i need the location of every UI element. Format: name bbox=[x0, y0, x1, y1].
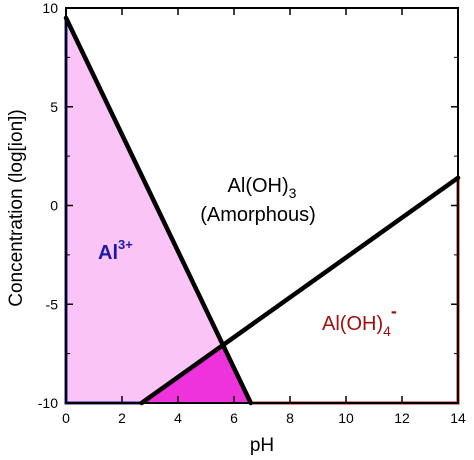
x-tick-label: 14 bbox=[450, 410, 466, 426]
regions bbox=[66, 17, 251, 404]
amorphous-sublabel: (Amorphous) bbox=[200, 204, 316, 226]
ticks: 0 2 4 6 8 10 12 14 10 5 0 -5 -10 bbox=[38, 0, 466, 426]
region-overlap bbox=[141, 345, 251, 403]
x-tick-label: 8 bbox=[286, 410, 294, 426]
x-tick-label: 10 bbox=[338, 410, 354, 426]
x-axis-label: pH bbox=[250, 435, 274, 456]
y-tick-label: 5 bbox=[50, 99, 58, 115]
y-tick-label: 10 bbox=[42, 0, 58, 16]
aloh4-boundary-line bbox=[139, 175, 461, 406]
x-tick-label: 0 bbox=[62, 410, 70, 426]
y-tick-label: -5 bbox=[46, 296, 59, 312]
al3-boundary-line bbox=[63, 15, 254, 406]
region-al3 bbox=[66, 17, 226, 404]
x-tick-label: 12 bbox=[394, 410, 410, 426]
x-tick-label: 6 bbox=[230, 410, 238, 426]
y-axis-label: Concentration (log[ion]) bbox=[6, 109, 27, 307]
y-tick-label: -10 bbox=[38, 395, 58, 411]
al3-label: Al3+ bbox=[98, 237, 133, 264]
x-tick-label: 4 bbox=[174, 410, 182, 426]
y-tick-label: 0 bbox=[50, 198, 58, 214]
x-tick-label: 2 bbox=[118, 410, 126, 426]
boundary-lines bbox=[63, 15, 461, 406]
amorphous-label: Al(OH)3 bbox=[228, 175, 297, 201]
aloh4-label: Al(OH)4- bbox=[322, 301, 397, 339]
